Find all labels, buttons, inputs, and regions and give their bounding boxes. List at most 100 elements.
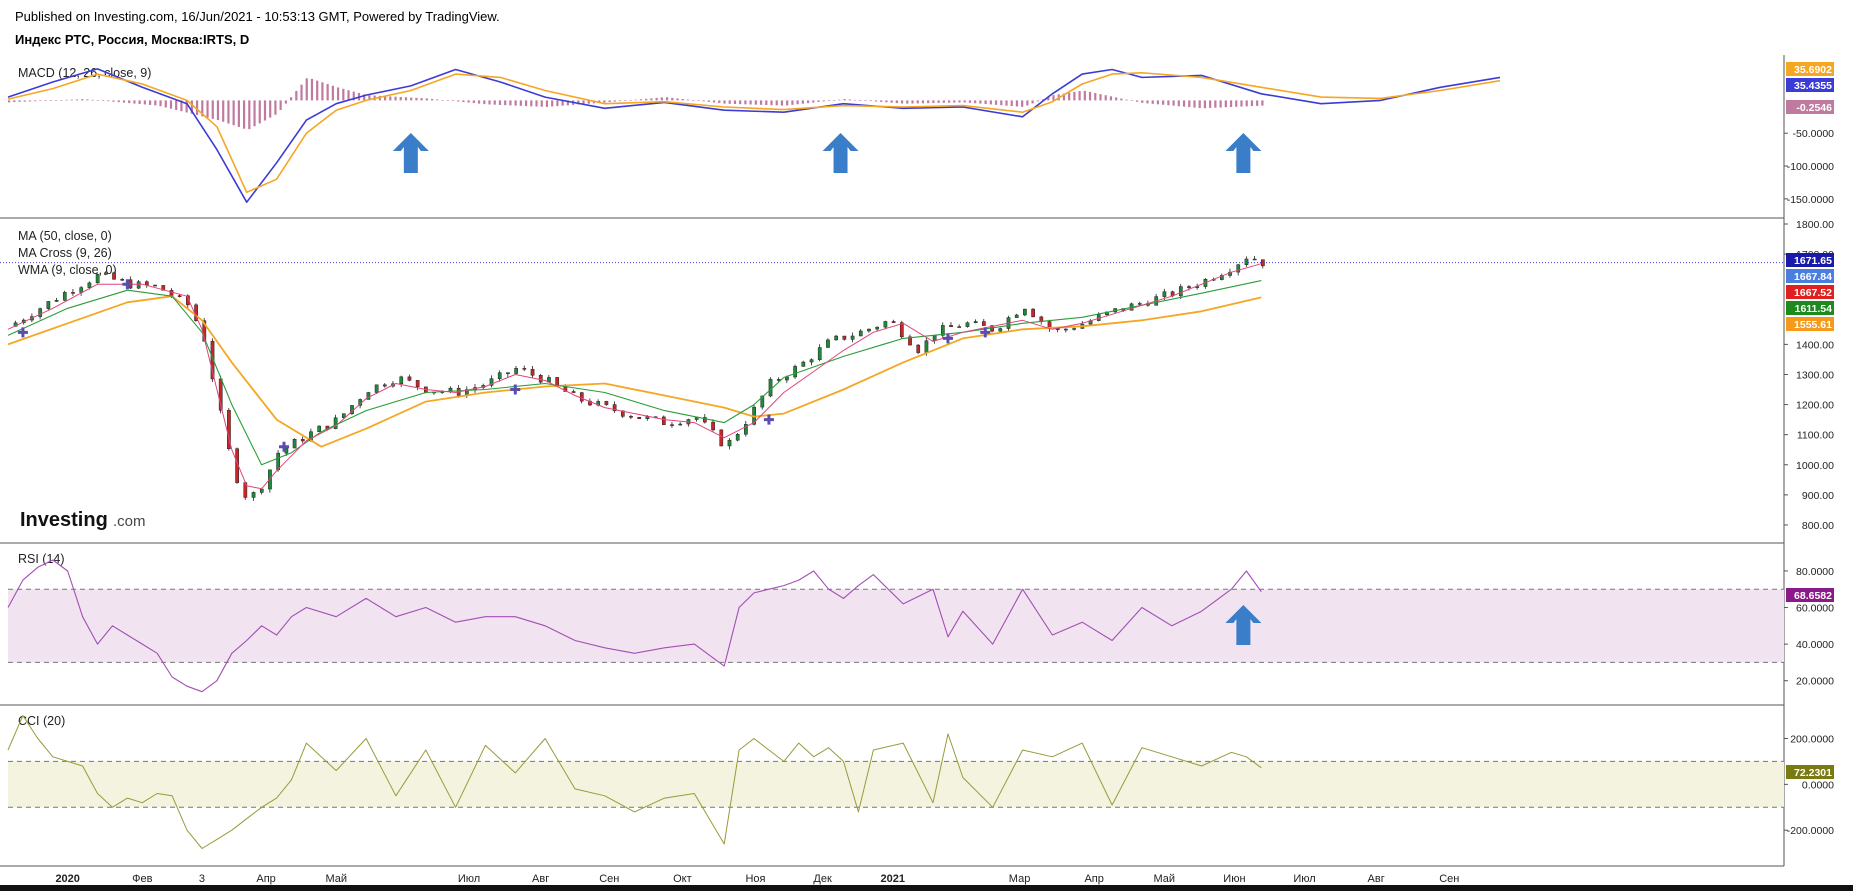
candle-body <box>1023 308 1027 316</box>
candle-body <box>973 321 978 323</box>
candle-body <box>399 376 404 384</box>
candle-body <box>801 361 806 367</box>
candle-body <box>579 392 584 402</box>
macd-histogram-bar <box>154 100 157 106</box>
candle-body <box>661 416 666 425</box>
candle-body <box>916 344 921 353</box>
macd-histogram-bar <box>979 100 982 104</box>
macd-histogram-bar <box>812 100 815 103</box>
candle-body <box>760 395 765 408</box>
macd-histogram-bar <box>927 100 930 104</box>
macd-histogram-bar <box>1125 99 1128 101</box>
macd-histogram-bar <box>446 100 449 101</box>
macd-histogram-bar <box>712 100 716 103</box>
macd-histogram-bar <box>1047 97 1050 101</box>
candle-body <box>908 336 912 346</box>
macd-histogram-bar <box>566 100 569 106</box>
macd-histogram-bar <box>1000 100 1003 106</box>
macd-histogram-bar <box>1182 100 1186 107</box>
candle-body <box>1236 264 1241 273</box>
macd-histogram-bar <box>859 100 862 101</box>
candle-body <box>711 421 715 431</box>
macd-histogram-bar <box>692 100 695 101</box>
macd-histogram-bar <box>770 100 773 106</box>
candle-body <box>1137 303 1142 305</box>
macd-histogram-bar <box>650 98 653 101</box>
macd-histogram-bar <box>1083 90 1086 101</box>
macd-histogram-bar <box>1026 100 1029 106</box>
macd-histogram-bar <box>258 100 261 124</box>
candle-body <box>809 359 814 363</box>
macd-histogram-bar <box>216 100 220 121</box>
macd-histogram-bar <box>890 100 893 103</box>
macd-histogram-bar <box>279 100 282 110</box>
candle-body <box>957 326 962 328</box>
candle-body <box>259 488 264 493</box>
macd-histogram-bar <box>211 100 214 119</box>
macd-histogram-bar <box>671 97 674 101</box>
macd-histogram-bar <box>326 84 329 101</box>
price-indicator-title: MA Cross (9, 26) <box>18 246 112 260</box>
ma-cross-marker <box>122 279 133 290</box>
y-tick-label: 0.0000 <box>1802 779 1834 791</box>
macd-histogram-bar <box>932 100 935 104</box>
candle-body <box>645 416 650 419</box>
candle-body <box>670 424 674 426</box>
candle-body <box>1064 328 1068 331</box>
candle-body <box>858 330 863 337</box>
candle-body <box>949 325 953 327</box>
macd-histogram-bar <box>18 100 21 102</box>
macd-histogram-bar <box>347 90 350 101</box>
candle-body <box>1162 291 1167 297</box>
macd-histogram-bar <box>718 100 721 104</box>
macd-histogram-bar <box>1036 100 1039 102</box>
macd-histogram-bar <box>472 100 475 104</box>
macd-histogram-bar <box>911 100 914 104</box>
y-tick-label: 200.0000 <box>1790 734 1834 746</box>
macd-histogram-bar <box>665 97 669 101</box>
macd-histogram-bar <box>900 100 904 104</box>
macd-histogram-bar <box>86 99 89 101</box>
macd-last-value: 35.6902 <box>1794 64 1832 76</box>
candle-body <box>103 272 108 275</box>
candle-body <box>867 328 871 332</box>
x-tick-label-Май: Май <box>325 873 347 885</box>
candle-body <box>161 285 166 291</box>
candle-body <box>1178 286 1183 297</box>
macd-histogram-bar <box>206 100 209 118</box>
macd-histogram-bar <box>582 100 585 105</box>
macd-histogram-bar <box>441 99 444 101</box>
x-tick-label-Апр: Апр <box>1084 873 1103 885</box>
x-tick-label-Ноя: Ноя <box>745 873 765 885</box>
macd-histogram-bar <box>91 99 94 101</box>
macd-histogram-bar <box>263 100 267 121</box>
macd-histogram-bar <box>420 98 423 101</box>
macd-histogram-bar <box>759 100 763 105</box>
x-tick-label-Май: Май <box>1154 873 1176 885</box>
macd-histogram-bar <box>96 100 99 101</box>
candle-body <box>120 279 125 281</box>
macd-histogram-bar <box>519 100 522 106</box>
ma-cross-line <box>7 263 1262 490</box>
wma-line <box>7 280 1262 466</box>
macd-histogram-bar <box>190 100 193 114</box>
rsi-last-value-bg <box>1786 588 1834 602</box>
candle-body <box>834 335 839 341</box>
macd-histogram-bar <box>274 100 277 115</box>
macd-histogram-bar <box>681 98 684 101</box>
macd-histogram-bar <box>128 100 131 104</box>
candle-body <box>817 347 822 360</box>
candle-body <box>333 417 338 429</box>
candle-body <box>514 368 518 374</box>
macd-last-value: -0.2546 <box>1796 102 1832 114</box>
x-tick-label-2021: 2021 <box>881 873 905 885</box>
price-last-value-bg <box>1786 269 1834 283</box>
price-last-value-bg <box>1786 253 1834 267</box>
macd-histogram-bar <box>723 100 726 104</box>
bottom-bar <box>0 885 1853 891</box>
price-indicator-title: WMA (9, close, 0) <box>18 263 117 277</box>
macd-histogram-bar <box>895 100 898 104</box>
candle-body <box>71 292 75 294</box>
y-tick-label: 1400.00 <box>1796 339 1834 351</box>
